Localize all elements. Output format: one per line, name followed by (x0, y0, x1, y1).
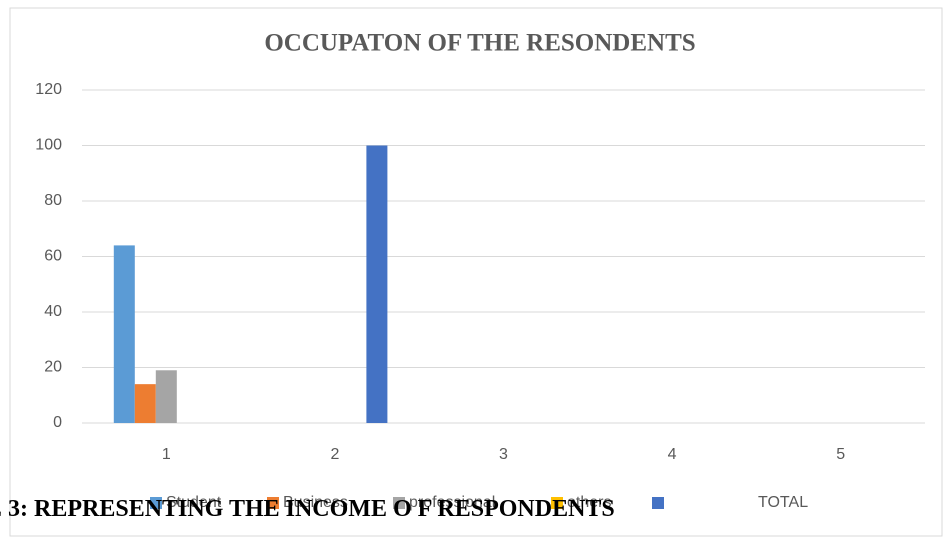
y-tick-label: 80 (44, 192, 62, 209)
y-tick-label: 120 (35, 81, 62, 98)
legend-swatch (150, 497, 162, 509)
caption: E 3: REPRESENTING THE INCOME O F RESPOND… (0, 496, 615, 522)
bar (155, 370, 177, 423)
legend-label: others (567, 494, 611, 511)
legend-swatch (551, 497, 563, 509)
bar (113, 245, 135, 423)
legend-swatch (267, 497, 279, 509)
y-tick-label: 60 (44, 248, 62, 265)
legend-label: Business (283, 494, 348, 511)
chart-title: OCCUPATON OF THE RESONDENTS (264, 30, 695, 57)
y-tick-label: 100 (35, 137, 62, 154)
legend-swatch (652, 497, 664, 509)
y-tick-label: 20 (44, 359, 62, 376)
chart-border (9, 7, 943, 537)
y-tick-label: 0 (53, 414, 62, 431)
x-tick-label: 3 (499, 446, 508, 463)
bar (134, 384, 156, 423)
bar (366, 145, 388, 423)
legend-label: professional (409, 494, 495, 511)
x-tick-label: 1 (162, 446, 171, 463)
legend-label: Student (166, 494, 222, 511)
x-tick-label: 5 (836, 446, 845, 463)
legend-label: TOTAL (758, 494, 808, 511)
y-tick-label: 40 (44, 303, 62, 320)
x-tick-label: 2 (330, 446, 339, 463)
legend-swatch (393, 497, 405, 509)
x-tick-label: 4 (668, 446, 677, 463)
